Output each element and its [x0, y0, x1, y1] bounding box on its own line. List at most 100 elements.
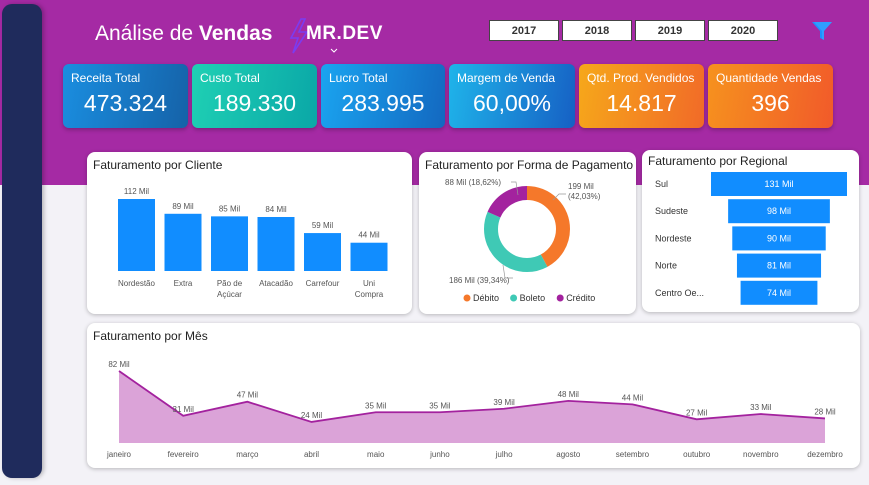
- data-label: 74 Mil: [767, 288, 791, 298]
- leader-line: [502, 264, 513, 279]
- data-label: 47 Mil: [237, 391, 259, 400]
- data-label: 33 Mil: [750, 403, 772, 412]
- kpi-label: Margem de Venda: [457, 71, 556, 85]
- kpi-value: 396: [751, 90, 790, 116]
- card-title: Faturamento por Mês: [93, 329, 208, 343]
- chart-faturamento-regional: 131 Mil Sul 98 Mil Sudeste 90 Mil Nordeste 81 …: [655, 172, 847, 305]
- category-label: Nordestão: [118, 279, 155, 288]
- category-label: Sudeste: [655, 206, 688, 216]
- funnel-bar: [711, 172, 847, 196]
- data-label: 35 Mil: [429, 401, 451, 410]
- card-title: Faturamento por Cliente: [93, 158, 223, 172]
- legend-label: Débito: [473, 293, 499, 303]
- data-label: 90 Mil: [767, 233, 791, 243]
- chart-faturamento-pagamento: 199 Mil(42,03%) 186 Mil (39,34%) 88 Mil (1…: [445, 178, 601, 303]
- funnel-bar: [736, 253, 822, 278]
- data-label: 82 Mil: [108, 360, 130, 369]
- funnel-bar: [732, 226, 826, 251]
- kpi-value: 283.995: [341, 90, 425, 116]
- card-title: Faturamento por Forma de Pagamento: [425, 158, 634, 172]
- bar: [118, 199, 155, 271]
- category-label: Sul: [655, 179, 668, 189]
- category-label: Atacadão: [259, 279, 293, 288]
- category-label: dezembro: [807, 450, 843, 459]
- bar: [257, 217, 295, 271]
- category-label: maio: [367, 450, 385, 459]
- category-label: Uni: [363, 279, 375, 288]
- year-button-2019[interactable]: 2019: [635, 20, 705, 41]
- data-label: 44 Mil: [358, 231, 380, 240]
- category-label: Nordeste: [655, 233, 692, 243]
- logo-text: MR.DEV: [306, 23, 383, 44]
- lightning-icon: [289, 18, 338, 54]
- bar: [350, 242, 388, 271]
- kpi-value: 473.324: [83, 90, 168, 116]
- data-label: 186 Mil (39,34%): [449, 276, 510, 285]
- data-label: 131 Mil: [764, 179, 793, 189]
- kpi-label: Qtd. Prod. Vendidos: [587, 71, 695, 85]
- data-label: 199 Mil: [568, 182, 594, 191]
- data-label: 112 Mil: [124, 187, 149, 196]
- logo: MR.DEV: [287, 16, 382, 56]
- data-label: 48 Mil: [558, 390, 580, 399]
- category-label: Norte: [655, 261, 677, 271]
- data-label: 24 Mil: [301, 411, 323, 420]
- year-button-2018[interactable]: 2018: [562, 20, 632, 41]
- year-button-2020[interactable]: 2020: [708, 20, 778, 41]
- area-fill: [119, 371, 825, 443]
- data-label: 85 Mil: [219, 204, 241, 213]
- category-label: fevereiro: [168, 450, 200, 459]
- kpi-value: 189.330: [212, 90, 297, 116]
- donut-slice: [484, 186, 570, 272]
- legend-marker: [510, 294, 518, 302]
- kpi-lucro-total: Lucro Total 283.995: [321, 64, 445, 128]
- legend-label: Crédito: [566, 293, 595, 303]
- category-label: Pão de: [217, 279, 243, 288]
- data-label: 81 Mil: [767, 261, 791, 271]
- category-label: Centro Oe...: [655, 288, 704, 298]
- card-faturamento-mes: Faturamento por Mês 82 Mil janeiro 31 Mil f…: [87, 323, 860, 468]
- kpi-value: 60,00%: [472, 90, 551, 116]
- kpi-label: Lucro Total: [329, 71, 388, 85]
- chart-faturamento-mes: 82 Mil janeiro 31 Mil fevereiro 47 Mil março 2…: [106, 360, 843, 459]
- category-label: julho: [495, 450, 513, 459]
- funnel-bar: [728, 199, 830, 224]
- category-label: agosto: [556, 450, 581, 459]
- card-faturamento-regional: Faturamento por Regional 131 Mil Sul 98 Mi…: [642, 150, 859, 312]
- filter-icon[interactable]: [811, 20, 833, 42]
- category-label: abril: [304, 450, 319, 459]
- kpi-qtd-prod-vendidos: Qtd. Prod. Vendidos 14.817: [579, 64, 704, 128]
- kpi-quantidade-vendas: Quantidade Vendas 396: [708, 64, 833, 128]
- data-label: 88 Mil (18,62%): [445, 178, 501, 187]
- card-faturamento-cliente: Faturamento por Cliente 112 Mil Nordestão…: [87, 152, 412, 314]
- category-label: Extra: [174, 279, 193, 288]
- category-label: setembro: [616, 450, 650, 459]
- category-label: outubro: [683, 450, 711, 459]
- data-label: 31 Mil: [173, 405, 195, 414]
- donut-slice: [484, 186, 570, 272]
- series-line: [118, 370, 826, 423]
- leader-line: [552, 193, 566, 201]
- legend-marker: [556, 294, 564, 302]
- bar: [304, 233, 341, 271]
- sidebar: [2, 4, 42, 478]
- data-label: 98 Mil: [767, 206, 791, 216]
- category-label: Carrefour: [306, 279, 340, 288]
- kpi-label: Quantidade Vendas: [716, 71, 822, 85]
- bar: [211, 216, 248, 271]
- data-label: 39 Mil: [493, 398, 515, 407]
- year-button-2017[interactable]: 2017: [489, 20, 559, 41]
- category-label: Açúcar: [217, 290, 242, 299]
- category-label: março: [236, 450, 259, 459]
- kpi-value: 14.817: [606, 90, 677, 116]
- chart-faturamento-cliente: 112 Mil Nordestão 89 Mil Extra 85 Mil Pão de A…: [118, 187, 388, 299]
- category-label: junho: [429, 450, 450, 459]
- year-slicer: 2017 2018 2019 2020: [489, 20, 778, 41]
- kpi-margem-venda: Margem de Venda 60,00%: [449, 64, 575, 128]
- funnel-bar: [740, 280, 818, 305]
- kpi-receita-total: Receita Total 473.324: [63, 64, 188, 128]
- category-label: janeiro: [106, 450, 132, 459]
- data-label: 44 Mil: [622, 393, 644, 402]
- data-label: 27 Mil: [686, 408, 708, 417]
